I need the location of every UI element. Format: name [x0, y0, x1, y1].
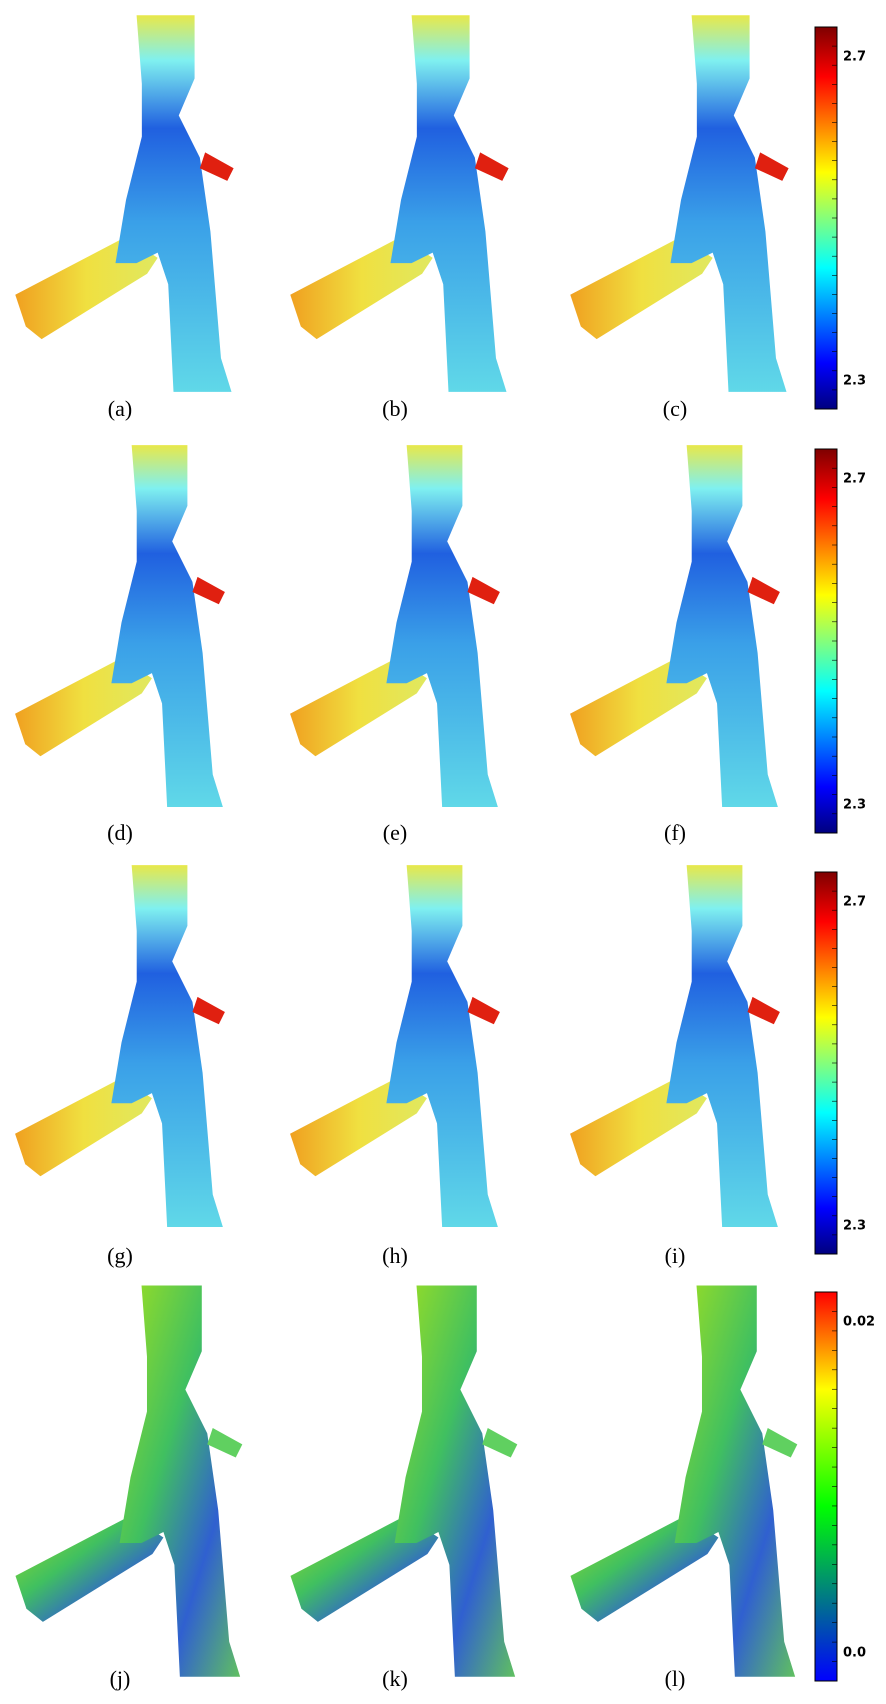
colorbar-max-label: 2.7	[843, 50, 866, 65]
caption: (b)	[382, 396, 408, 421]
colorbar-min-label: 2.3	[843, 1219, 866, 1234]
mesh-render	[290, 445, 500, 807]
caption: (i)	[665, 1243, 686, 1268]
caption: (h)	[382, 1243, 408, 1268]
caption: (a)	[108, 396, 132, 421]
caption: (c)	[663, 396, 687, 421]
torso	[115, 15, 231, 392]
mesh-render	[15, 865, 225, 1227]
torso	[111, 865, 223, 1227]
colorbar-max-label: 0.02	[843, 1315, 875, 1330]
arm	[475, 152, 509, 180]
caption: (j)	[110, 1666, 131, 1691]
arm	[192, 997, 224, 1024]
torso	[390, 15, 506, 392]
caption: (g)	[107, 1243, 133, 1268]
figure: (a) (b) (c) (d) (e) (f) (g) (h) (i) (j) (k) (l) 2.7 2…	[0, 0, 886, 1704]
torso	[386, 865, 498, 1227]
torso	[395, 1285, 516, 1676]
mesh-render	[15, 445, 225, 807]
arm	[192, 577, 224, 604]
mesh-render	[15, 1285, 242, 1676]
arm	[200, 152, 234, 180]
colorbar-max-label: 2.7	[843, 895, 866, 910]
arm	[467, 997, 499, 1024]
torso	[675, 1285, 796, 1676]
mesh-render	[570, 1285, 797, 1676]
mesh-render	[290, 15, 508, 392]
mesh-render	[570, 445, 780, 807]
arm	[747, 577, 779, 604]
torso	[111, 445, 223, 807]
caption: (k)	[382, 1666, 408, 1691]
arm	[482, 1428, 517, 1458]
arm	[747, 997, 779, 1024]
torso	[666, 865, 778, 1227]
colorbar-max-label: 2.7	[843, 472, 866, 487]
mesh-render	[290, 865, 500, 1227]
caption: (f)	[664, 820, 686, 845]
torso	[670, 15, 786, 392]
mesh-render	[570, 865, 780, 1227]
arm	[467, 577, 499, 604]
arm	[762, 1428, 797, 1458]
caption: (l)	[665, 1666, 686, 1691]
colorbar-min-label: 2.3	[843, 374, 866, 389]
arm	[207, 1428, 242, 1458]
caption: (d)	[107, 820, 133, 845]
colorbar-min-label: 0.0	[843, 1646, 866, 1661]
torso	[386, 445, 498, 807]
mesh-render	[15, 15, 233, 392]
caption: (e)	[383, 820, 407, 845]
arm	[755, 152, 789, 180]
mesh-render	[290, 1285, 517, 1676]
torso	[666, 445, 778, 807]
colorbar-min-label: 2.3	[843, 798, 866, 813]
torso	[120, 1285, 241, 1676]
mesh-render	[570, 15, 788, 392]
